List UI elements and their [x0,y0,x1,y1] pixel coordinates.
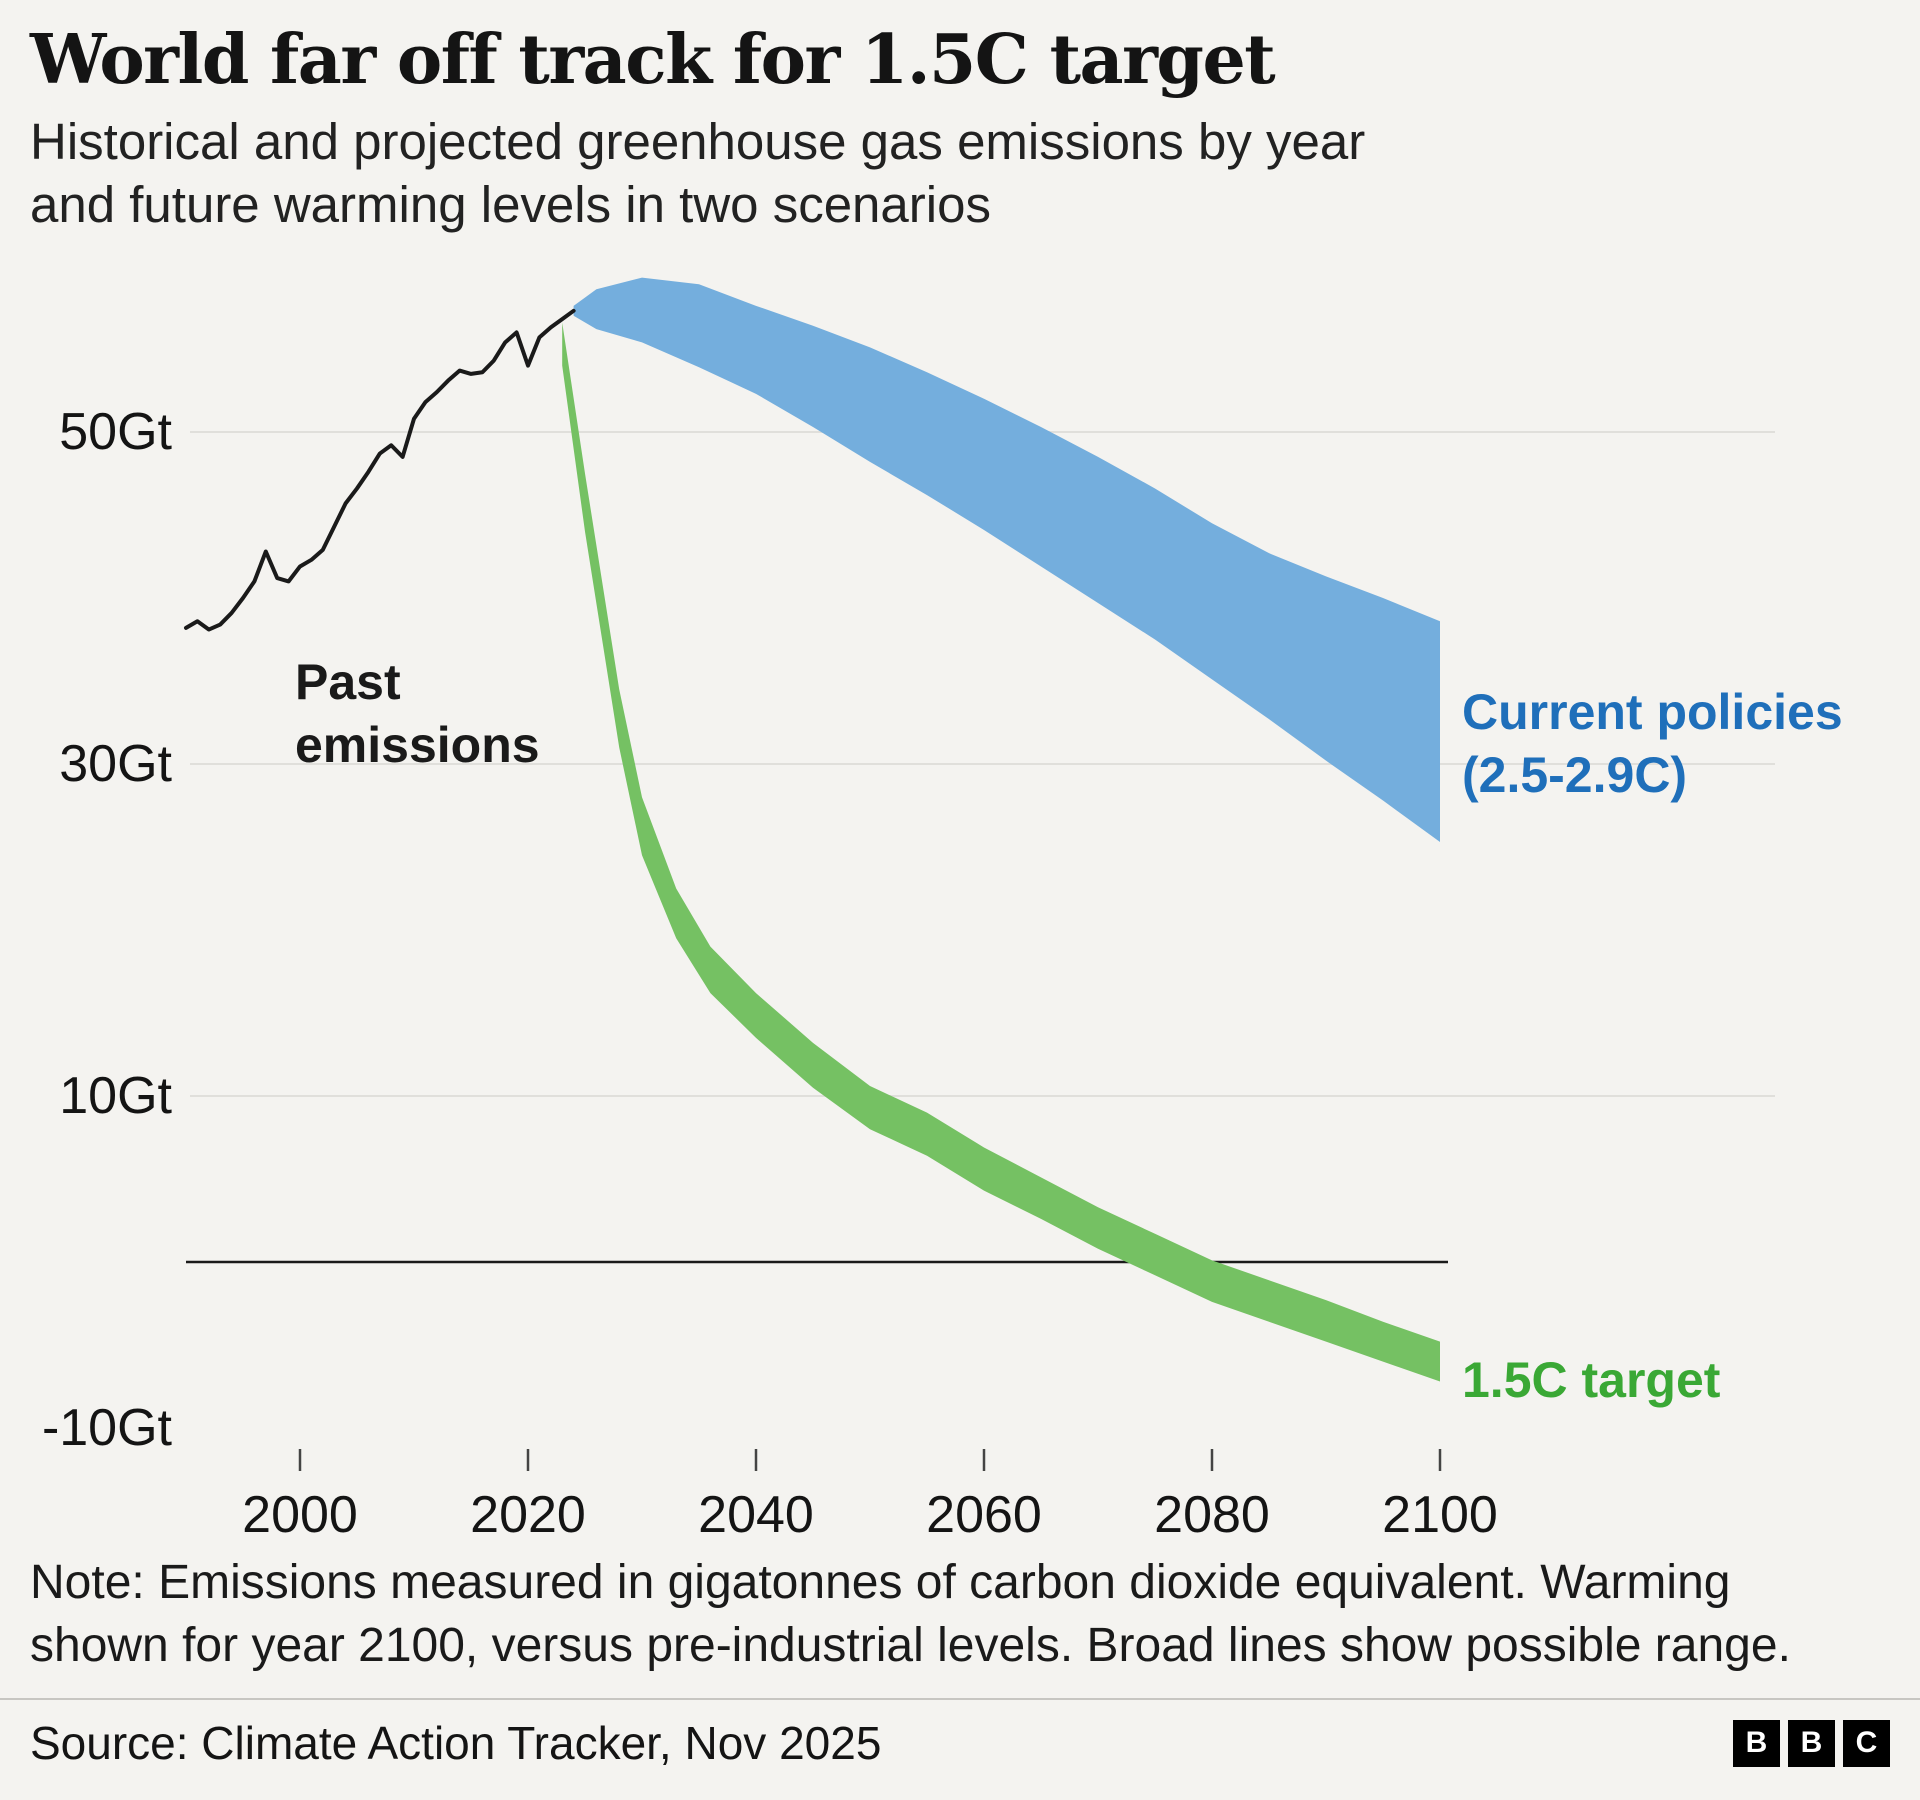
bbc-logo-block-3: C [1843,1719,1890,1767]
y-tick-label-30Gt: 30Gt [59,735,172,793]
bbc-logo: B B C [1733,1719,1890,1767]
current-policies-label-line-1: Current policies [1462,684,1843,740]
band-1.5c-target [562,322,1440,1382]
x-tick-label-2040: 2040 [698,1486,814,1544]
emissions-chart: 2000 2020 2040 2060 2080 2100 50Gt 30Gt 10Gt -10G… [42,277,1843,1544]
bbc-logo-block-2: B [1788,1719,1835,1767]
footer-divider [0,1698,1920,1701]
chart-header: World far off track for 1.5C target Hist… [0,0,1920,237]
chart-note: Note: Emissions measured in gigatonnes o… [0,1547,1920,1679]
subtitle-line-2: and future warming levels in two scenari… [30,176,991,234]
x-tick-label-2080: 2080 [1154,1486,1270,1544]
target-label: 1.5C target [1462,1352,1721,1408]
y-tick-label-10Gt: 10Gt [59,1067,172,1125]
chart-subtitle: Historical and projected greenhouse gas … [30,110,1890,236]
x-tick-label-2100: 2100 [1382,1486,1498,1544]
note-line-2: shown for year 2100, versus pre-industri… [30,1619,1791,1673]
current-policies-label-line-2: (2.5-2.9C) [1462,747,1687,803]
subtitle-line-1: Historical and projected greenhouse gas … [30,113,1366,171]
x-tick-label-2020: 2020 [470,1486,586,1544]
y-tick-label-50Gt: 50Gt [59,403,172,461]
chart-footer: Source: Climate Action Tracker, Nov 2025… [0,1700,1920,1770]
x-tick-label-2000: 2000 [242,1486,358,1544]
bbc-logo-block-1: B [1733,1719,1780,1767]
line-past-emissions [184,308,576,632]
page-title: World far off track for 1.5C target [30,20,1276,100]
band-current-policies-2.5-2.9c [573,277,1440,842]
source-credit: Source: Climate Action Tracker, Nov 2025 [30,1717,882,1770]
past-emissions-label-line-2: emissions [295,717,540,773]
past-emissions-label-line-1: Past [295,654,401,710]
x-tick-label-2060: 2060 [926,1486,1042,1544]
y-tick-label--10Gt: -10Gt [42,1399,173,1457]
note-line-1: Note: Emissions measured in gigatonnes o… [30,1555,1731,1609]
